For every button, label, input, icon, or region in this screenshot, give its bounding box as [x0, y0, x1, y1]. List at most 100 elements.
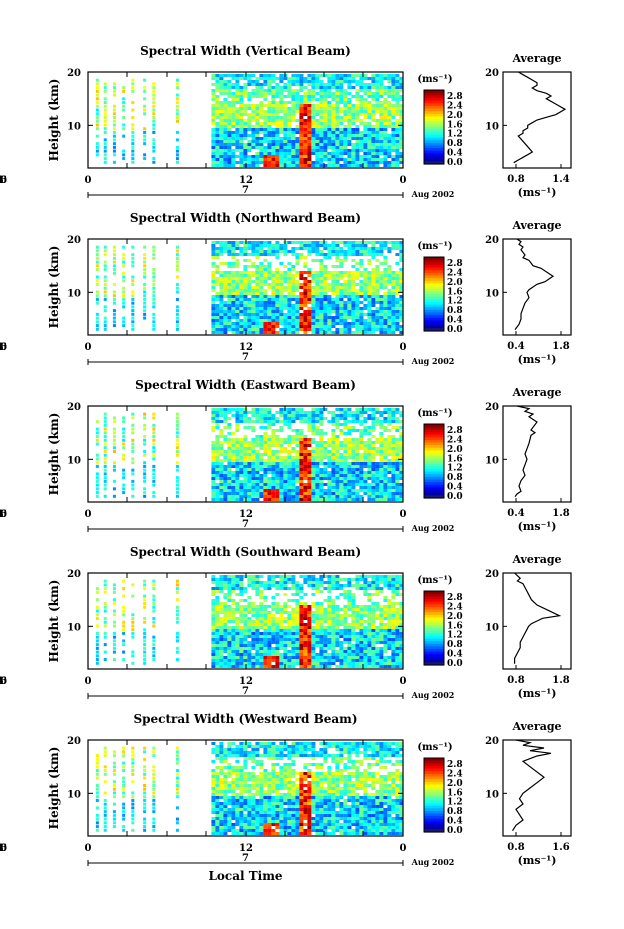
heatmap-cell [391, 271, 396, 274]
heatmap-cell [379, 271, 384, 274]
heatmap-cell [235, 286, 240, 289]
heatmap-cell [295, 313, 300, 316]
heatmap-cell [343, 474, 348, 477]
heatmap-cell [331, 331, 336, 334]
heatmap-cell [335, 74, 340, 77]
heatmap-cell [103, 112, 107, 116]
heatmap-cell [283, 483, 288, 486]
heatmap-cell [375, 164, 380, 167]
heatmap-cell [331, 441, 336, 444]
heatmap-cell [247, 495, 252, 498]
heatmap-cell [363, 331, 368, 334]
heatmap-cell [291, 143, 296, 146]
heatmap-cell [379, 152, 384, 155]
heatmap-cell [267, 286, 272, 289]
heatmap-cell [243, 152, 248, 155]
heatmap-cell [291, 417, 296, 420]
heatmap-cell [287, 101, 292, 104]
heatmap-cell [355, 447, 360, 450]
heatmap-cell [367, 92, 372, 95]
heatmap-cell [263, 253, 268, 256]
heatmap-cell [219, 414, 224, 417]
heatmap-cell [335, 274, 340, 277]
heatmap-cell [283, 250, 288, 253]
heatmap-cell [279, 468, 284, 471]
heatmap-cell [311, 465, 316, 468]
heatmap-cell [367, 432, 372, 435]
heatmap-cell [299, 453, 304, 456]
heatmap-cell [95, 264, 99, 268]
heatmap-cell [283, 161, 288, 164]
heatmap-cell [295, 247, 300, 250]
heatmap-cell [255, 438, 260, 441]
heatmap-cell [279, 274, 284, 277]
heatmap-cell [383, 244, 388, 247]
heatmap-cell [143, 78, 147, 82]
heatmap-cell [291, 155, 296, 158]
colorbar-step [424, 121, 444, 125]
heatmap-cell [267, 244, 272, 247]
heatmap-cell [327, 253, 332, 256]
heatmap-cell [283, 137, 288, 140]
heatmap-cell [122, 297, 126, 301]
heatmap-cell [391, 495, 396, 498]
heatmap-cell [383, 131, 388, 134]
heatmap-cell [295, 143, 300, 146]
heatmap-cell [399, 125, 404, 128]
heatmap-cell [175, 605, 179, 609]
heatmap-cell [231, 617, 236, 620]
heatmap-cell [143, 650, 147, 654]
heatmap-cell [363, 417, 368, 420]
heatmap-cell [231, 447, 236, 450]
heatmap-cell [335, 283, 340, 286]
heatmap-cell [223, 319, 228, 322]
heatmap-cell [131, 468, 135, 472]
heatmap-cell [327, 92, 332, 95]
heatmap-cell [399, 477, 404, 480]
heatmap-cell [327, 471, 332, 474]
colorbar-tick-label: 1.6 [447, 120, 463, 130]
heatmap-cell [339, 322, 344, 325]
heatmap-cell [331, 292, 336, 295]
heatmap-cell [363, 283, 368, 286]
heatmap-cell [227, 262, 232, 265]
heatmap-cell [295, 259, 300, 262]
heatmap-cell [323, 465, 328, 468]
heatmap-cell [227, 164, 232, 167]
heatmap-cell [367, 483, 372, 486]
heatmap-cell [387, 250, 392, 253]
heatmap-cell [219, 137, 224, 140]
heatmap-cell [223, 629, 228, 632]
heatmap-cell [103, 446, 107, 450]
heatmap-cell [235, 241, 240, 244]
heatmap-cell [319, 420, 324, 423]
heatmap-cell [299, 149, 304, 152]
heatmap-cell [231, 77, 236, 80]
heatmap-cell [291, 104, 296, 107]
heatmap-cell [131, 457, 135, 461]
heatmap-cell [175, 464, 179, 468]
heatmap-cell [152, 646, 156, 650]
heatmap-cell [299, 98, 304, 101]
colorbar-tick-label: 1.2 [447, 130, 463, 140]
heatmap-cell [391, 468, 396, 471]
heatmap-cell [211, 104, 216, 107]
heatmap-cell [331, 122, 336, 125]
colorbar-step [424, 424, 444, 428]
heatmap-cell [283, 289, 288, 292]
heatmap-cell [175, 149, 179, 153]
heatmap-cell [255, 420, 260, 423]
heatmap-cell [143, 283, 147, 286]
heatmap-cell [243, 304, 248, 307]
heatmap-cell [323, 498, 328, 501]
heatmap-cell [299, 295, 304, 298]
heatmap-cell [343, 468, 348, 471]
heatmap-cell [359, 140, 364, 143]
heatmap-cell [331, 107, 336, 110]
heatmap-cell [367, 471, 372, 474]
heatmap-cell [211, 149, 216, 152]
heatmap-cell [211, 110, 216, 113]
heatmap-cell [211, 605, 216, 608]
heatmap-cell [327, 80, 332, 83]
heatmap-cell [215, 620, 220, 623]
